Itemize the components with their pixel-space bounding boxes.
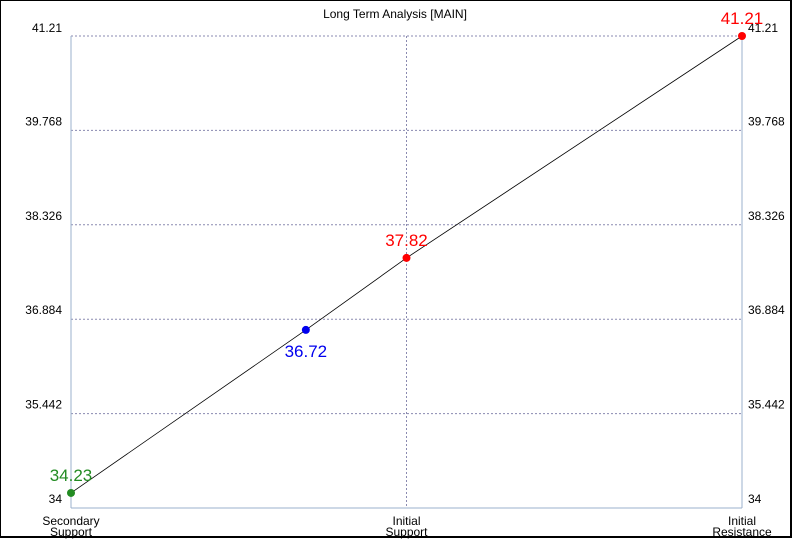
y-tick-label-left: 36.884 bbox=[25, 303, 62, 317]
data-label: 41.21 bbox=[721, 9, 764, 28]
y-tick-label-left: 34 bbox=[49, 492, 63, 506]
x-tick-label: Secondary Support bbox=[42, 514, 99, 539]
data-label: 36.72 bbox=[285, 342, 328, 361]
y-tick-label-left: 35.442 bbox=[25, 398, 62, 412]
y-tick-label-right: 34 bbox=[748, 492, 762, 506]
label-layer: 34.23 36.72 37.82 41.21 bbox=[50, 9, 764, 485]
x-tick-label: Initial Resistance bbox=[712, 514, 772, 539]
y-tick-label-left: 38.326 bbox=[25, 209, 62, 223]
y-tick-label-right: 36.884 bbox=[748, 303, 785, 317]
chart-title: Long Term Analysis [MAIN] bbox=[323, 7, 467, 21]
data-point bbox=[67, 488, 75, 497]
point-layer bbox=[67, 32, 746, 497]
y-tick-label-left: 41.21 bbox=[32, 21, 62, 35]
y-tick-label-right: 41.21 bbox=[748, 21, 778, 35]
y-tick-label-left: 39.768 bbox=[25, 114, 62, 128]
y-tick-label-right: 35.442 bbox=[748, 398, 785, 412]
data-point bbox=[738, 32, 746, 40]
grid-layer bbox=[71, 35, 742, 508]
data-point bbox=[301, 325, 310, 334]
line-layer bbox=[70, 35, 743, 494]
axis-layer: 41.21 41.21 39.768 39.768 38.326 38.326 36.884… bbox=[25, 21, 785, 539]
y-tick-label-right: 39.768 bbox=[748, 114, 785, 128]
data-label: 37.82 bbox=[385, 231, 428, 250]
x-tick-label: Initial Support bbox=[385, 514, 428, 539]
data-label: 34.23 bbox=[50, 466, 93, 485]
y-tick-label-right: 38.326 bbox=[748, 209, 785, 223]
series-line bbox=[70, 35, 743, 494]
data-point bbox=[402, 253, 411, 262]
